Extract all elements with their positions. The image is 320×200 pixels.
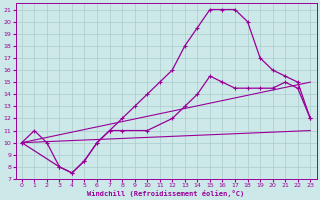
X-axis label: Windchill (Refroidissement éolien,°C): Windchill (Refroidissement éolien,°C) — [87, 190, 245, 197]
